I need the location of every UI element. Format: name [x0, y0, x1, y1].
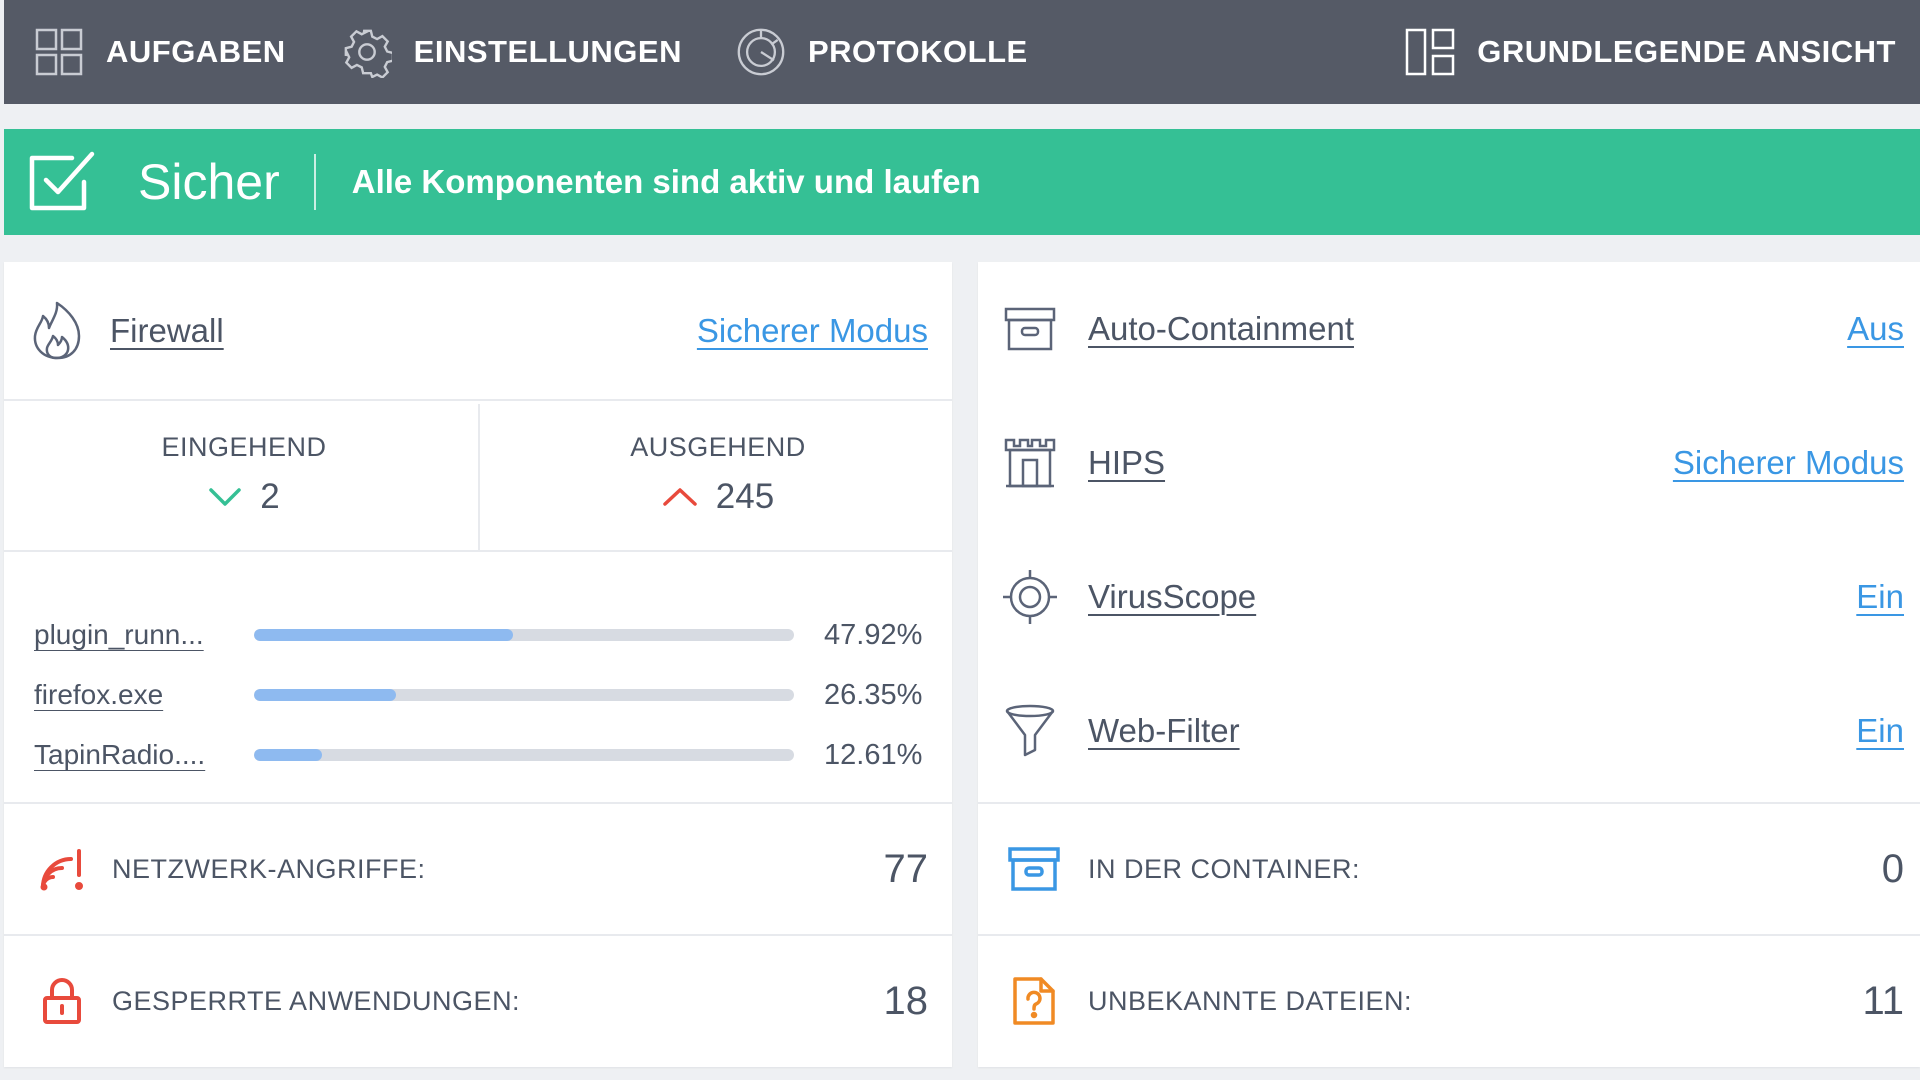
checkbox-icon [26, 146, 98, 218]
blocked-apps-row[interactable]: GESPERRTE ANWENDUNGEN: 18 [4, 936, 952, 1066]
chevron-up-icon [662, 477, 716, 517]
hips-state[interactable]: Sicherer Modus [1672, 444, 1904, 481]
nav-logs-label: PROTOKOLLE [807, 34, 1028, 69]
incoming-label: EINGEHEND [161, 432, 327, 462]
process-percent: 26.35% [824, 678, 923, 711]
process-row: TapinRadio.... 12.61% [4, 730, 952, 780]
web-filter-link[interactable]: Web-Filter [1088, 712, 1240, 749]
contained-count: 0 [1881, 846, 1904, 891]
usage-bar-fill [254, 689, 397, 701]
process-name[interactable]: firefox.exe [34, 679, 164, 710]
lock-icon [38, 977, 86, 1025]
unknown-files-row[interactable]: UNBEKANNTE DATEIEN: 11 [978, 936, 1920, 1066]
divider [978, 802, 1920, 804]
blocked-apps-label: GESPERRTE ANWENDUNGEN: [112, 985, 521, 1016]
contained-label: IN DER CONTAINER: [1088, 853, 1361, 884]
divider [4, 802, 952, 804]
nav-basic-view-label: GRUNDLEGENDE ANSICHT [1477, 34, 1896, 69]
container-box-icon [1002, 301, 1058, 357]
usage-bar [254, 749, 794, 761]
process-percent: 47.92% [824, 618, 923, 651]
usage-bar [254, 689, 794, 701]
top-navigation-bar: AUFGABEN EINSTELLUNGEN PROTOKOLLE [4, 0, 1920, 104]
virusscope-link[interactable]: VirusScope [1088, 578, 1257, 615]
contained-row[interactable]: IN DER CONTAINER: 0 [978, 804, 1920, 934]
web-filter-state[interactable]: Ein [1856, 712, 1904, 749]
components-panel: Auto-Containment Aus HIPS Sicherer Modus… [978, 262, 1920, 1067]
incoming-traffic: EINGEHEND 2 [114, 432, 374, 517]
flame-icon [30, 301, 86, 361]
grid-icon [34, 27, 84, 77]
container-box-icon [1006, 845, 1062, 893]
hips-link[interactable]: HIPS [1088, 444, 1166, 481]
funnel-icon [1002, 703, 1058, 759]
process-name[interactable]: TapinRadio.... [34, 739, 206, 770]
network-attacks-row[interactable]: NETZWERK-ANGRIFFE: 77 [4, 804, 952, 934]
process-percent: 12.61% [824, 738, 923, 771]
unknown-files-count: 11 [1862, 978, 1904, 1023]
firewall-header: Firewall Sicherer Modus [4, 262, 952, 399]
process-row: firefox.exe 26.35% [4, 670, 952, 720]
wifi-alert-icon [38, 845, 86, 893]
nav-tasks-label: AUFGABEN [106, 34, 286, 69]
outgoing-label: AUSGEHEND [630, 432, 806, 462]
firewall-link[interactable]: Firewall [110, 311, 224, 349]
status-banner: Sicher Alle Komponenten sind aktiv und l… [4, 129, 1920, 235]
auto-containment-state[interactable]: Aus [1847, 310, 1904, 347]
feature-web-filter: Web-Filter Ein [978, 664, 1920, 798]
feature-virusscope: VirusScope Ein [978, 530, 1920, 664]
pie-chart-icon [736, 27, 786, 77]
nav-settings-label: EINSTELLUNGEN [413, 34, 682, 69]
unknown-files-label: UNBEKANNTE DATEIEN: [1088, 985, 1413, 1016]
gear-icon [342, 27, 392, 78]
network-attacks-label: NETZWERK-ANGRIFFE: [112, 853, 426, 884]
status-title: Sicher [138, 154, 280, 210]
status-divider [313, 154, 316, 210]
firewall-panel: Firewall Sicherer Modus EINGEHEND 2 AUSG… [4, 262, 952, 1067]
virusscope-state[interactable]: Ein [1856, 578, 1904, 615]
nav-basic-view[interactable]: GRUNDLEGENDE ANSICHT [1405, 0, 1896, 104]
feature-hips: HIPS Sicherer Modus [978, 396, 1920, 530]
outgoing-value: 245 [715, 477, 775, 516]
divider [4, 550, 952, 552]
auto-containment-link[interactable]: Auto-Containment [1088, 310, 1354, 347]
process-name[interactable]: plugin_runn... [34, 619, 204, 650]
feature-auto-containment: Auto-Containment Aus [978, 262, 1920, 396]
traffic-divider [478, 404, 480, 550]
divider [978, 934, 1920, 936]
network-attacks-count: 77 [883, 846, 929, 891]
unknown-file-icon [1006, 977, 1062, 1025]
layout-icon [1405, 27, 1455, 77]
blocked-apps-count: 18 [883, 978, 929, 1023]
nav-tasks[interactable]: AUFGABEN [34, 0, 286, 104]
status-message: Alle Komponenten sind aktiv und laufen [351, 163, 981, 200]
outgoing-traffic: AUSGEHEND 245 [588, 432, 848, 517]
incoming-value: 2 [260, 477, 280, 516]
process-row: plugin_runn... 47.92% [4, 610, 952, 660]
usage-bar [254, 629, 794, 641]
nav-settings[interactable]: EINSTELLUNGEN [342, 0, 682, 104]
usage-bar-fill [254, 629, 513, 641]
chevron-down-icon [208, 477, 260, 517]
firewall-mode-link[interactable]: Sicherer Modus [696, 311, 928, 349]
divider [4, 399, 952, 401]
nav-logs[interactable]: PROTOKOLLE [736, 0, 1028, 104]
castle-icon [1002, 435, 1058, 491]
usage-bar-fill [254, 749, 323, 761]
divider [4, 934, 952, 936]
target-icon [1002, 569, 1058, 625]
